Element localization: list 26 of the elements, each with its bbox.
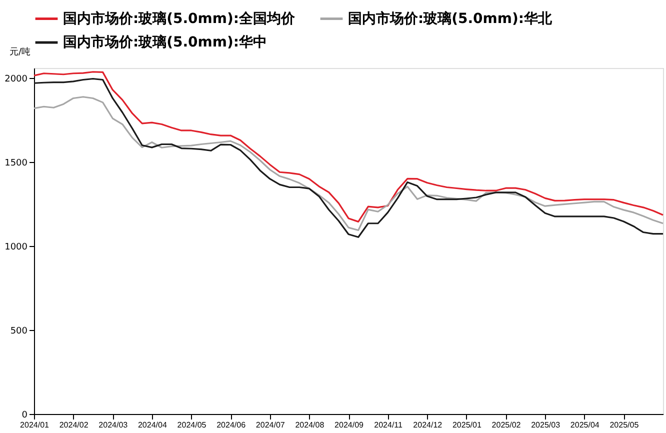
y-axis-title: 元/吨: [10, 46, 31, 58]
x-tick-label: 2025/05: [610, 420, 640, 430]
x-tick-label: 2024/04: [138, 420, 168, 430]
x-tick-label: 2024/07: [256, 420, 286, 430]
y-tick-label: 2000: [4, 74, 28, 85]
line-series: [33, 96, 664, 232]
y-tick-label: 0: [22, 410, 28, 420]
x-tick-label: 2024/02: [59, 420, 89, 430]
x-tick-label: 2024/08: [295, 420, 325, 430]
x-tick-label: 2024/12: [413, 420, 443, 430]
x-tick-label: 2024/05: [177, 420, 207, 430]
legend-label: 国内市场价:玻璃(5.0mm):全国均价: [63, 10, 296, 27]
y-tick-label: 500: [10, 326, 28, 337]
y-tick-label: 1500: [4, 158, 28, 169]
y-tick-label: 1000: [4, 242, 28, 253]
x-tick-label: 2025/02: [492, 420, 522, 430]
x-tick-label: 2024/01: [20, 420, 50, 430]
legend-label: 国内市场价:玻璃(5.0mm):华北: [348, 10, 553, 27]
x-tick-label: 2024/11: [374, 420, 404, 430]
x-tick-label: 2024/09: [334, 420, 364, 430]
x-tick-label: 2025/03: [531, 420, 561, 430]
x-tick-label: 2024/03: [98, 420, 128, 430]
x-tick-label: 2024/06: [216, 420, 246, 430]
legend-label: 国内市场价:玻璃(5.0mm):华中: [63, 34, 267, 50]
x-tick-label: 2025/01: [452, 420, 482, 430]
x-tick-label: 2025/04: [570, 420, 600, 430]
